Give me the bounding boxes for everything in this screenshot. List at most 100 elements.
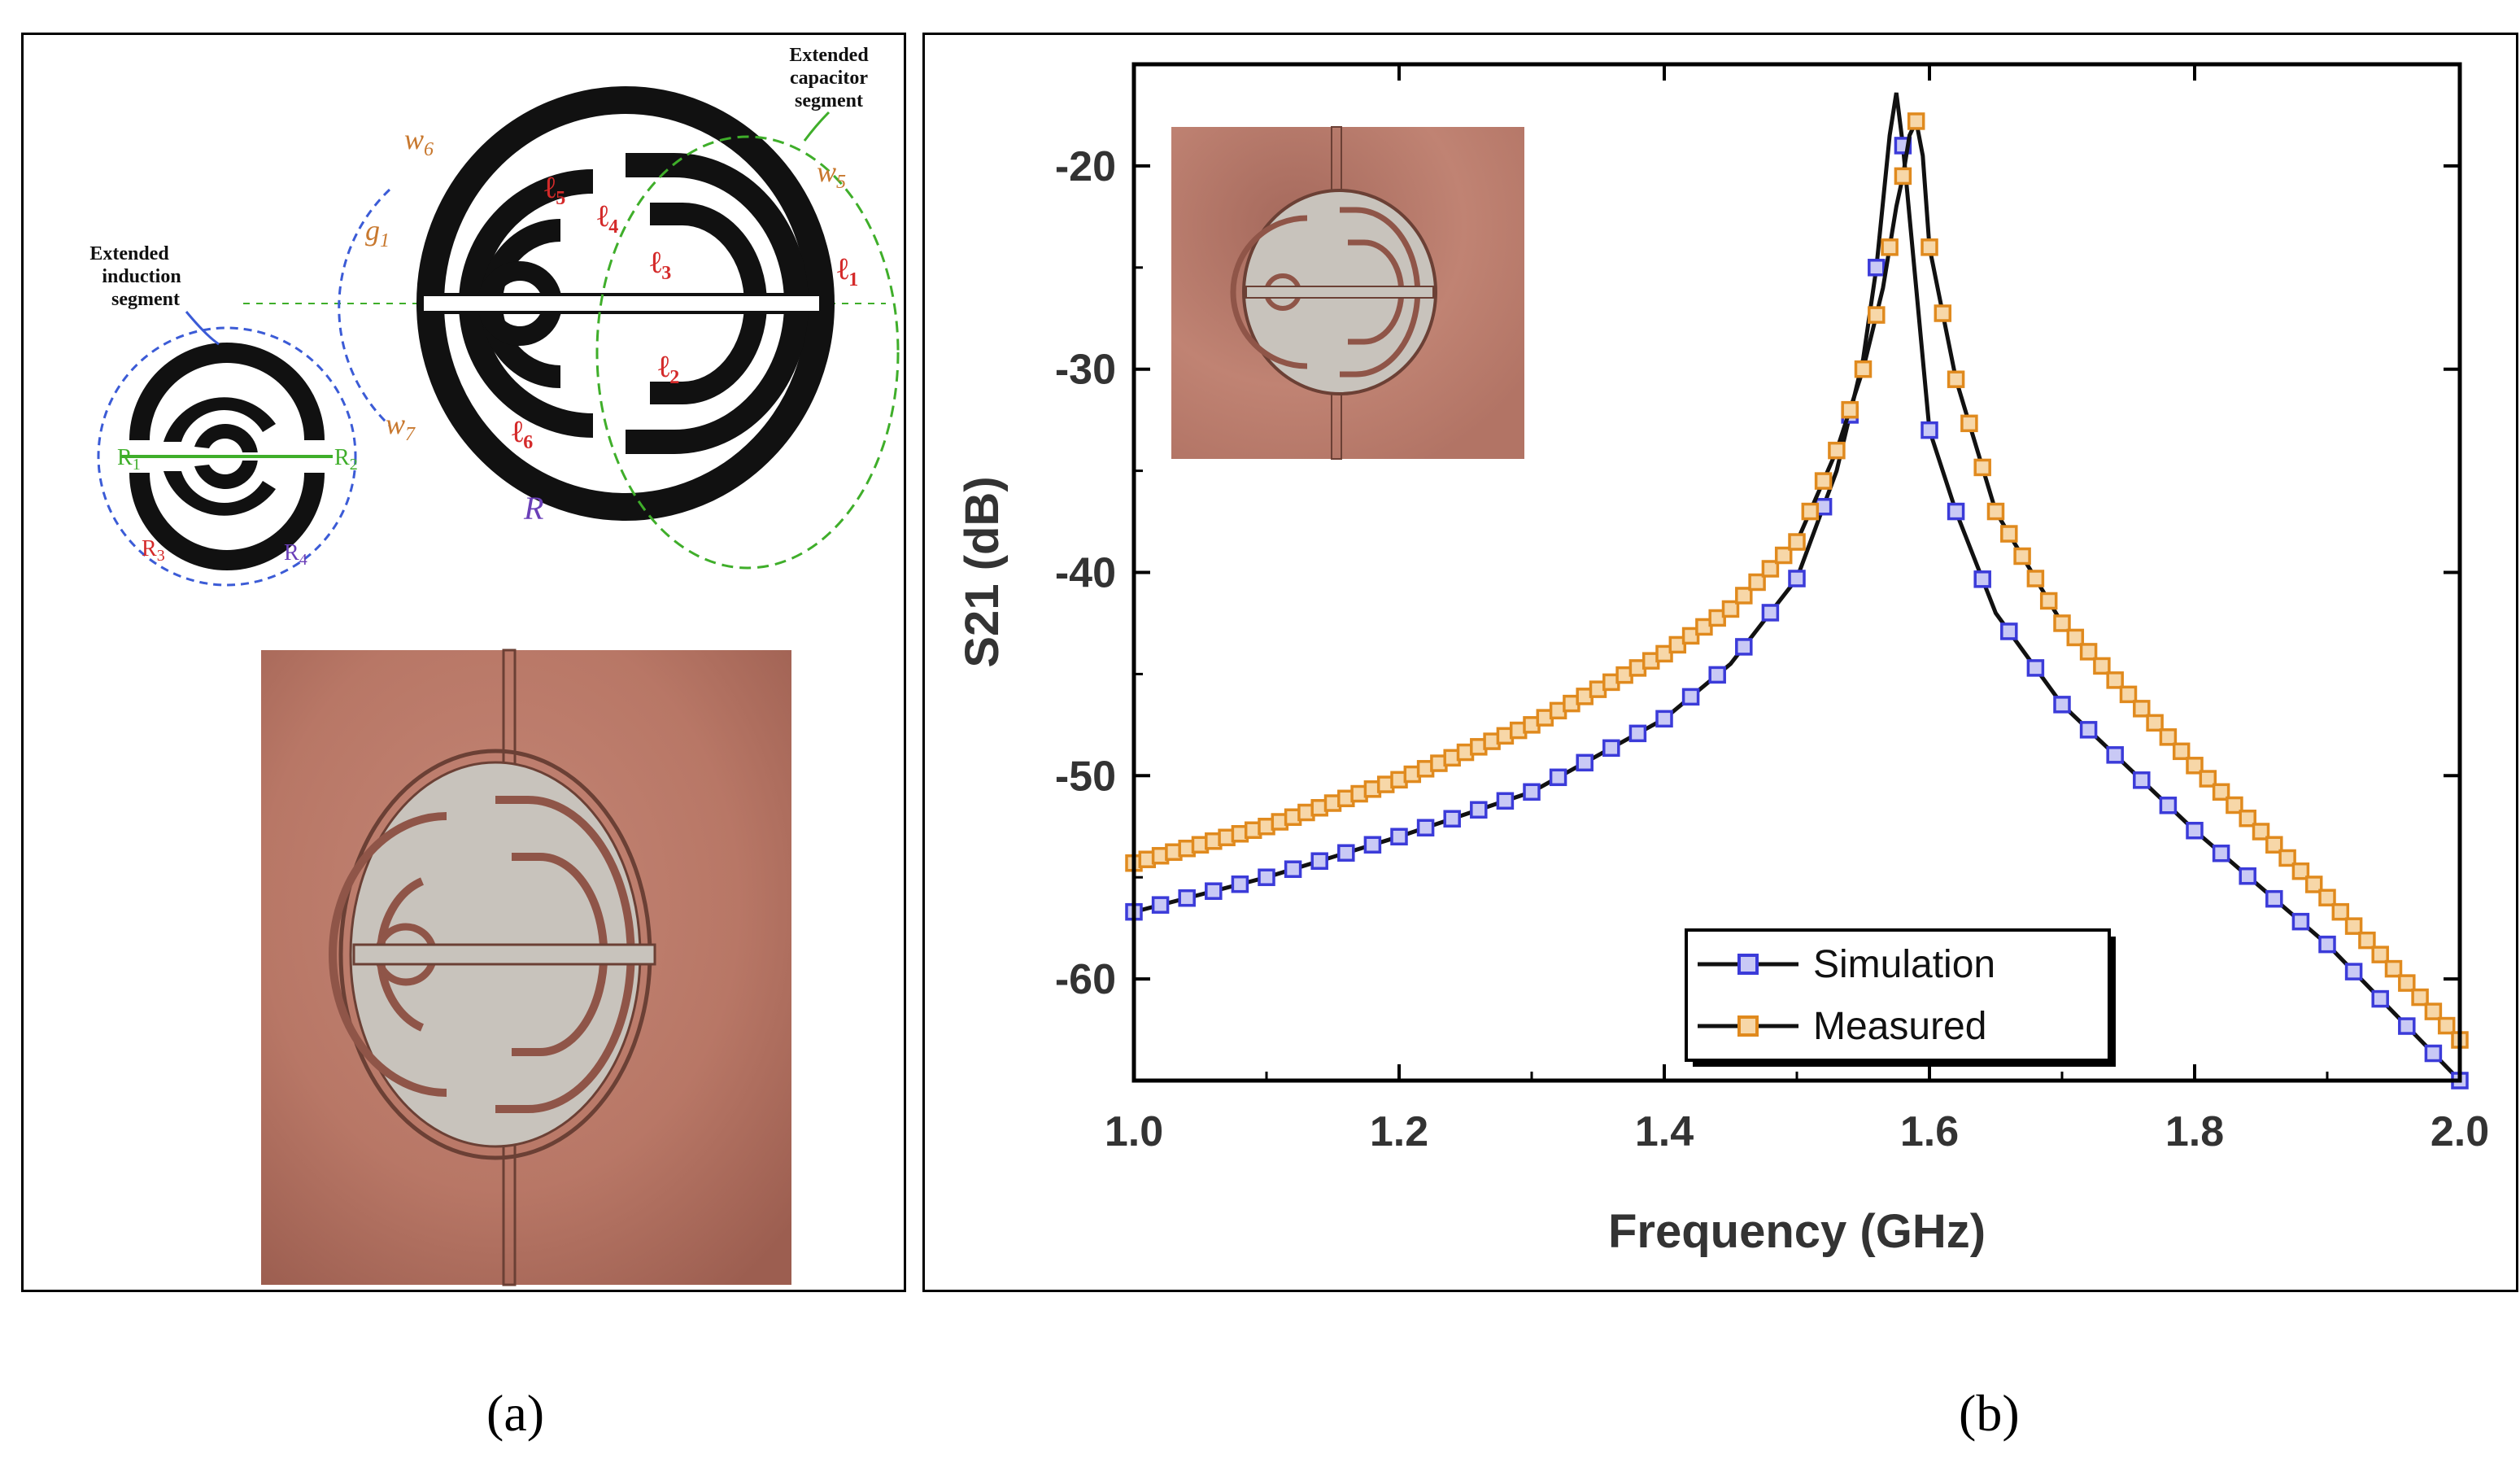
inset-resonator-photo bbox=[1171, 126, 1524, 460]
data-point bbox=[1443, 810, 1461, 828]
label-w5: w5 bbox=[817, 155, 846, 193]
data-point bbox=[1947, 502, 1965, 521]
data-point bbox=[1868, 306, 1886, 324]
data-point bbox=[2278, 849, 2296, 867]
data-point bbox=[2000, 622, 2018, 640]
data-point bbox=[1921, 421, 1938, 439]
data-point bbox=[1695, 618, 1713, 636]
series-markers-simulation bbox=[1125, 137, 2469, 1090]
y-tick-label: -20 bbox=[1055, 143, 1116, 190]
data-point bbox=[1178, 889, 1196, 907]
data-point bbox=[1868, 259, 1886, 277]
data-point bbox=[1986, 502, 2005, 521]
label-l4: ℓ4 bbox=[597, 199, 618, 238]
label-r2: R2 bbox=[334, 445, 358, 474]
data-point bbox=[1854, 360, 1873, 378]
data-point bbox=[2039, 592, 2058, 610]
data-point bbox=[1708, 666, 1726, 684]
panel-b-chart: Simulation Measured 1.0 1.2 1.4 1.6 1.8 2.0 -2… bbox=[922, 33, 2518, 1292]
data-point bbox=[1748, 573, 1766, 592]
data-point bbox=[2291, 862, 2310, 880]
label-extended-capacitor-2: capacitor bbox=[790, 68, 868, 89]
data-point bbox=[1549, 768, 1567, 787]
label-extended-induction-1: Extended bbox=[89, 243, 169, 264]
data-point bbox=[1814, 472, 1833, 490]
data-point bbox=[2079, 643, 2098, 661]
data-point bbox=[1774, 546, 1793, 565]
data-point bbox=[1735, 638, 1753, 656]
data-point bbox=[1881, 238, 1899, 256]
data-point bbox=[1628, 724, 1647, 743]
data-point bbox=[2212, 844, 2230, 863]
data-point bbox=[1761, 604, 1780, 622]
data-point bbox=[2000, 525, 2018, 543]
data-point bbox=[2106, 671, 2124, 689]
label-l2: ℓ2 bbox=[658, 350, 679, 388]
data-point bbox=[2318, 889, 2336, 906]
x-tick-label: 1.0 bbox=[1105, 1108, 1163, 1155]
data-point bbox=[2331, 902, 2350, 921]
data-point bbox=[2265, 836, 2283, 854]
data-point bbox=[1801, 502, 1820, 521]
data-point bbox=[1258, 868, 1275, 886]
data-point bbox=[1947, 370, 1965, 388]
data-point bbox=[2437, 1016, 2456, 1035]
data-point bbox=[1828, 441, 1846, 460]
legend: Simulation Measured bbox=[1685, 928, 2116, 1067]
data-point bbox=[1390, 828, 1408, 845]
data-point bbox=[2026, 659, 2045, 677]
x-tick-label: 1.6 bbox=[1900, 1108, 1959, 1155]
data-point bbox=[2371, 989, 2389, 1008]
data-point bbox=[2186, 821, 2204, 840]
data-point bbox=[2119, 685, 2138, 704]
data-point bbox=[1921, 238, 1938, 256]
data-point bbox=[2133, 700, 2151, 718]
data-point bbox=[2159, 797, 2178, 814]
data-point bbox=[2424, 1002, 2443, 1020]
data-point bbox=[2411, 988, 2429, 1007]
data-point bbox=[2252, 823, 2270, 841]
y-tick-label: -60 bbox=[1055, 956, 1116, 1003]
panel-a-diagram: Extended induction segment R1 R2 R3 R4 E… bbox=[21, 33, 906, 1292]
data-point bbox=[2172, 742, 2191, 761]
data-point bbox=[1284, 860, 1302, 878]
x-axis-label: Frequency (GHz) bbox=[1608, 1205, 1986, 1258]
data-point bbox=[1788, 533, 1806, 551]
data-point bbox=[1668, 635, 1687, 654]
label-l3: ℓ3 bbox=[650, 246, 671, 284]
data-point bbox=[1523, 783, 1541, 801]
data-point bbox=[1973, 458, 1991, 477]
data-point bbox=[2344, 963, 2363, 980]
label-w6: w6 bbox=[404, 123, 434, 160]
caption-a: (a) bbox=[486, 1384, 545, 1442]
data-point bbox=[1894, 167, 1912, 186]
label-l5: ℓ5 bbox=[544, 171, 565, 209]
x-tick-label: 1.2 bbox=[1370, 1108, 1428, 1155]
data-point bbox=[2424, 1044, 2443, 1063]
blue-dashed-outline bbox=[97, 326, 357, 587]
data-point bbox=[2371, 945, 2389, 963]
data-point bbox=[1761, 560, 1780, 578]
data-point bbox=[1841, 400, 1859, 419]
x-tick-label: 1.4 bbox=[1635, 1108, 1694, 1155]
data-point bbox=[2053, 696, 2071, 714]
resonator-diagram: Extended induction segment R1 R2 R3 R4 E… bbox=[89, 45, 900, 1286]
data-point bbox=[1151, 896, 1170, 914]
label-r: R bbox=[523, 490, 543, 526]
data-point bbox=[2344, 917, 2363, 935]
data-point bbox=[2159, 728, 2178, 746]
label-extended-induction-2: induction bbox=[102, 266, 181, 287]
y-tick-label: -40 bbox=[1055, 550, 1116, 597]
data-point bbox=[1960, 414, 1978, 433]
data-point bbox=[1496, 792, 1515, 810]
legend-measured-label: Measured bbox=[1813, 1005, 1986, 1048]
caption-b: (b) bbox=[1959, 1384, 2020, 1442]
data-point bbox=[2304, 876, 2323, 893]
series-markers-measured bbox=[1125, 112, 2469, 1049]
y-tick-label: -50 bbox=[1055, 753, 1116, 800]
data-point bbox=[1363, 836, 1382, 854]
legend-simulation-label: Simulation bbox=[1813, 943, 1995, 986]
large-resonator bbox=[338, 86, 900, 570]
label-extended-induction-3: segment bbox=[111, 289, 180, 310]
data-point bbox=[2146, 714, 2164, 732]
